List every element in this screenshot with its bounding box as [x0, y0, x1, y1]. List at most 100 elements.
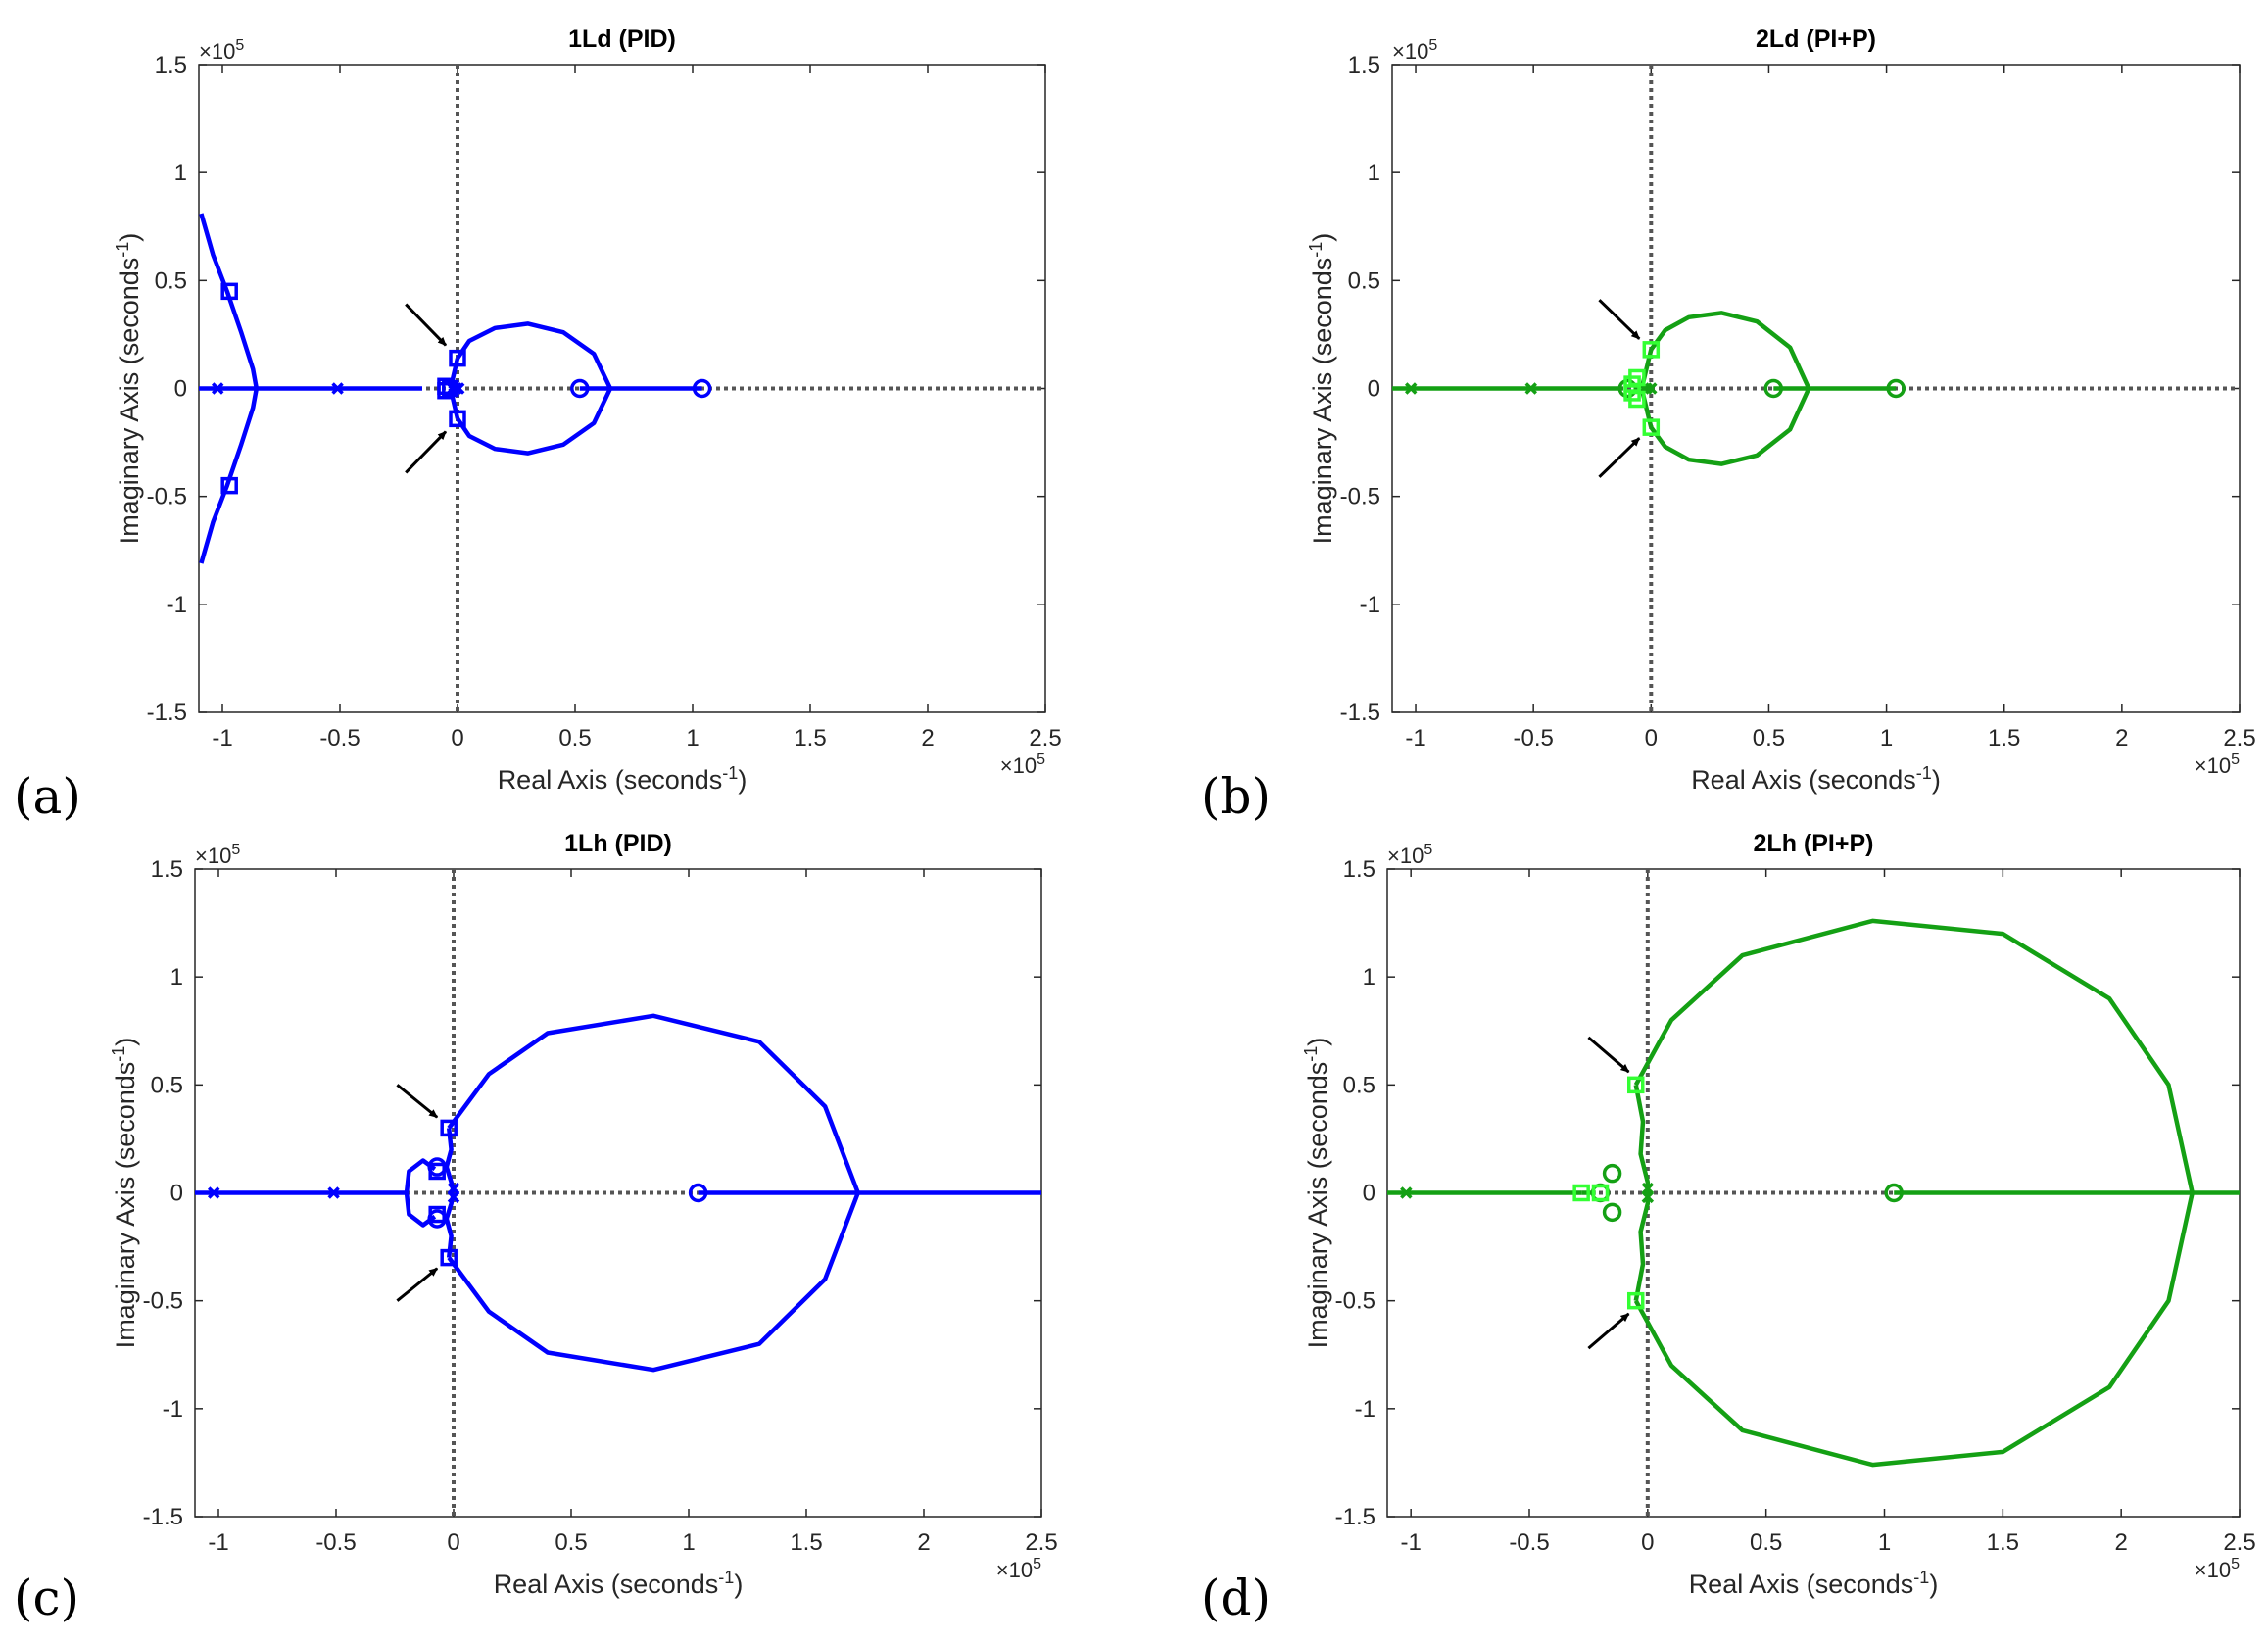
y-axis-label: Imaginary Axis (seconds-1) — [109, 1038, 140, 1349]
x-tick-label: -1 — [212, 725, 232, 751]
x-tick-label: 2 — [917, 1529, 930, 1556]
y-tick-label: 1 — [174, 160, 187, 186]
zero-marker — [1602, 1202, 1622, 1223]
x-exponent-label: ×105 — [996, 1556, 1041, 1582]
y-tick-label: 0.5 — [1348, 267, 1380, 294]
y-exponent-power: 5 — [235, 37, 244, 54]
x-axis-label-close: ) — [734, 1570, 743, 1599]
annotation-arrow — [1587, 1312, 1630, 1350]
pole-marker — [1524, 382, 1537, 395]
pole-marker — [1645, 382, 1658, 395]
chart-panel-2: -1 -0.5 0 0.5 1 1.5 2 2.5 -1.5 -1 -0.5 0 0.5 1 1.5 1Lh … — [109, 830, 1058, 1599]
square-marker — [449, 349, 466, 367]
y-tick-label: -0.5 — [143, 1288, 183, 1315]
square-marker — [449, 410, 466, 428]
y-tick-label: 0.5 — [155, 267, 187, 294]
x-tick-label: 0.5 — [558, 725, 591, 751]
y-axis-label-superscript: -1 — [109, 1046, 128, 1062]
chart-title: 2Lh (PI+P) — [1754, 830, 1874, 857]
chart-title: 1Lh (PID) — [564, 830, 672, 857]
square-marker — [442, 379, 459, 398]
locus-branch — [1633, 1192, 2195, 1468]
x-exponent-power: 5 — [2231, 751, 2240, 768]
y-axis-label-superscript: -1 — [113, 242, 132, 258]
x-tick-label: 0 — [447, 1529, 459, 1556]
x-axis-label-main: Real Axis (seconds — [1691, 765, 1916, 795]
x-tick-label: 2 — [921, 725, 934, 751]
x-axis-label-main: Real Axis (seconds — [1689, 1570, 1914, 1599]
x-axis-label-superscript: -1 — [718, 1568, 734, 1587]
panel-label-c: (c) — [14, 1570, 79, 1626]
x-tick-label: -1 — [1400, 1529, 1421, 1556]
y-tick-label: -1 — [1360, 592, 1380, 618]
locus-branch — [1633, 918, 2195, 1193]
y-tick-label: 0 — [1363, 1181, 1375, 1207]
x-axis-label: Real Axis (seconds-1) — [494, 1568, 744, 1599]
x-axis-label-close: ) — [1932, 765, 1941, 795]
panel-label-a: (a) — [14, 768, 81, 825]
zero-marker — [1602, 1163, 1622, 1184]
annotation-arrow — [396, 1084, 439, 1119]
chart-panel-0: -1 -0.5 0 0.5 1 1.5 2 2.5 -1.5 -1 -0.5 0 0.5 1 1.5 1Ld … — [113, 25, 1062, 795]
chart-title: 2Ld (PI+P) — [1756, 25, 1876, 53]
x-tick-label: 2 — [2115, 725, 2128, 751]
zero-marker — [688, 1183, 708, 1203]
x-tick-label: 1 — [1880, 725, 1893, 751]
x-exponent-label: ×105 — [2195, 1556, 2240, 1582]
x-axis-label: Real Axis (seconds-1) — [1689, 1568, 1939, 1599]
square-marker — [1572, 1184, 1590, 1202]
y-exponent-label: ×105 — [1387, 842, 1432, 868]
zero-marker — [1617, 378, 1638, 399]
x-tick-label: 2 — [2114, 1529, 2127, 1556]
y-axis-label-main: Imaginary Axis (seconds — [115, 258, 144, 545]
y-axis-label-main: Imaginary Axis (seconds — [1303, 1062, 1332, 1349]
x-exponent-base: ×10 — [1000, 753, 1037, 778]
x-axis-label-main: Real Axis (seconds — [494, 1570, 719, 1599]
locus-branch — [1649, 387, 1811, 466]
pole-marker — [447, 1190, 460, 1204]
chart-title: 1Ld (PID) — [568, 25, 676, 53]
y-axis-label-superscript: -1 — [1301, 1046, 1321, 1062]
locus-branch — [199, 388, 260, 564]
annotation-arrow — [405, 430, 448, 474]
y-tick-label: -0.5 — [1335, 1288, 1375, 1315]
locus-branch — [1649, 311, 1811, 390]
locus-branch — [404, 1158, 437, 1228]
x-tick-label: -0.5 — [319, 725, 360, 751]
x-tick-label: 1 — [682, 1529, 695, 1556]
y-axis-label: Imaginary Axis (seconds-1) — [1301, 1038, 1332, 1349]
y-exponent-power: 5 — [1424, 842, 1432, 858]
y-tick-label: 0 — [1368, 376, 1380, 403]
y-exponent-base: ×10 — [1392, 39, 1428, 64]
pole-marker — [327, 1186, 340, 1199]
y-tick-label: -1.5 — [143, 1504, 183, 1530]
x-axis-label-close: ) — [1929, 1570, 1938, 1599]
y-tick-label: 1.5 — [151, 856, 183, 883]
x-tick-label: 0.5 — [1753, 725, 1785, 751]
y-axis-label-close: ) — [1308, 233, 1337, 242]
y-tick-label: 1.5 — [1343, 856, 1375, 883]
x-axis-label-superscript: -1 — [1913, 1568, 1929, 1587]
y-tick-label: 0.5 — [151, 1072, 183, 1098]
pole-marker — [1641, 1190, 1655, 1204]
y-axis-label: Imaginary Axis (seconds-1) — [113, 233, 144, 545]
y-exponent-power: 5 — [1428, 37, 1437, 54]
annotation-arrow — [1598, 437, 1641, 478]
chart-panel-1: -1 -0.5 0 0.5 1 1.5 2 2.5 -1.5 -1 -0.5 0 0.5 1 1.5 2Ld … — [1306, 25, 2256, 795]
square-marker — [440, 1119, 458, 1137]
y-axis-label-close: ) — [115, 233, 144, 242]
panel-label-b: (b) — [1201, 768, 1271, 825]
locus-branch — [456, 387, 613, 456]
y-tick-label: -1 — [1355, 1396, 1375, 1423]
y-tick-label: -0.5 — [1340, 484, 1380, 510]
annotation-arrow — [1598, 299, 1641, 340]
zero-marker — [570, 378, 590, 399]
y-axis-label-main: Imaginary Axis (seconds — [111, 1062, 140, 1349]
y-tick-label: 1 — [170, 964, 183, 991]
chart-panel-3: -1 -0.5 0 0.5 1 1.5 2 2.5 -1.5 -1 -0.5 0 0.5 1 1.5 2Lh … — [1301, 830, 2256, 1599]
x-exponent-power: 5 — [2231, 1556, 2240, 1572]
y-tick-label: -0.5 — [147, 484, 187, 510]
square-marker — [1623, 384, 1641, 402]
x-exponent-label: ×105 — [1000, 751, 1045, 778]
